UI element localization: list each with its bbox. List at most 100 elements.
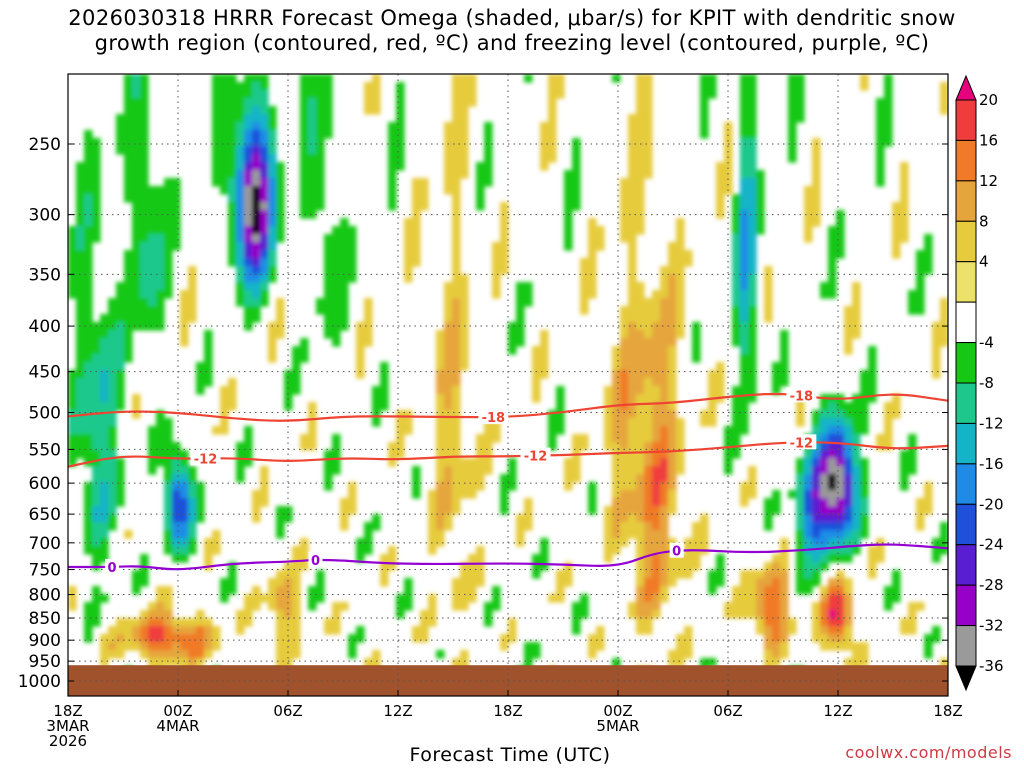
omega-cell (124, 162, 133, 171)
omega-cell (580, 594, 589, 603)
omega-cell (604, 554, 613, 563)
omega-cell (860, 458, 869, 467)
omega-cell (844, 506, 853, 515)
omega-cell (500, 234, 509, 243)
colorbar-bottom-extend (955, 665, 977, 692)
omega-cell (852, 498, 861, 507)
omega-cell (468, 82, 477, 91)
omega-cell (564, 210, 573, 219)
omega-cell (828, 594, 837, 603)
omega-cell (564, 178, 573, 187)
omega-cell (572, 138, 581, 147)
omega-cell (452, 242, 461, 251)
omega-cell (540, 354, 549, 363)
omega-cell (732, 306, 741, 315)
omega-cell (148, 450, 157, 459)
omega-cell (468, 562, 477, 571)
omega-cell (732, 602, 741, 611)
omega-cell (252, 506, 261, 515)
omega-cell (916, 514, 925, 523)
omega-cell (236, 122, 245, 131)
omega-cell (180, 522, 189, 531)
omega-cell (76, 202, 85, 211)
omega-cell (124, 194, 133, 203)
omega-cell (740, 218, 749, 227)
omega-cell (732, 274, 741, 283)
omega-cell (804, 570, 813, 579)
omega-cell (252, 490, 261, 499)
omega-cell (116, 402, 125, 411)
colorbar-bin (955, 422, 977, 465)
omega-cell (676, 218, 685, 227)
omega-cell (108, 474, 117, 483)
omega-cell (884, 82, 893, 91)
omega-cell (180, 290, 189, 299)
omega-cell (124, 186, 133, 195)
omega-cell (244, 194, 253, 203)
omega-cell (92, 354, 101, 363)
omega-cell (388, 154, 397, 163)
omega-cell (620, 234, 629, 243)
omega-cell (844, 578, 853, 587)
omega-cell (732, 418, 741, 427)
omega-cell (92, 458, 101, 467)
omega-cell (724, 458, 733, 467)
omega-cell (148, 634, 157, 643)
omega-cell (84, 602, 93, 611)
omega-cell (652, 362, 661, 371)
omega-cell (636, 130, 645, 139)
omega-cell (436, 370, 445, 379)
x-tick-label: 5MAR (596, 717, 639, 735)
omega-cell (116, 458, 125, 467)
omega-cell (212, 122, 221, 131)
omega-cell (660, 306, 669, 315)
omega-cell (572, 474, 581, 483)
omega-cell (404, 410, 413, 419)
omega-cell (340, 242, 349, 251)
omega-cell (332, 290, 341, 299)
omega-cell (628, 466, 637, 475)
omega-cell (596, 634, 605, 643)
omega-cell (396, 418, 405, 427)
y-tick-label: 250 (29, 135, 61, 155)
omega-cell (164, 546, 173, 555)
omega-cell (132, 122, 141, 131)
omega-cell (276, 170, 285, 179)
omega-cell (92, 546, 101, 555)
omega-cell (540, 562, 549, 571)
omega-cell (124, 346, 133, 355)
omega-cell (252, 266, 261, 275)
omega-cell (316, 154, 325, 163)
omega-cell (444, 394, 453, 403)
omega-cell (404, 242, 413, 251)
omega-cell (132, 146, 141, 155)
omega-cell (692, 338, 701, 347)
omega-cell (548, 426, 557, 435)
credit-link[interactable]: coolwx.com/models (845, 743, 1012, 762)
omega-cell (692, 330, 701, 339)
omega-cell (492, 250, 501, 259)
omega-cell (380, 402, 389, 411)
omega-cell (812, 554, 821, 563)
omega-cell (124, 282, 133, 291)
omega-cell (772, 554, 781, 563)
omega-cell (84, 354, 93, 363)
omega-cell (652, 482, 661, 491)
omega-cell (324, 242, 333, 251)
omega-cell (644, 306, 653, 315)
omega-cell (756, 218, 765, 227)
omega-cell (92, 610, 101, 619)
omega-cell (636, 458, 645, 467)
omega-cell (700, 538, 709, 547)
omega-cell (532, 346, 541, 355)
omega-cell (292, 578, 301, 587)
omega-cell (796, 106, 805, 115)
omega-cell (668, 554, 677, 563)
omega-cell (244, 266, 253, 275)
omega-cell (84, 490, 93, 499)
omega-cell (500, 482, 509, 491)
omega-cell (148, 434, 157, 443)
omega-cell (148, 210, 157, 219)
omega-cell (452, 114, 461, 123)
omega-cell (220, 386, 229, 395)
